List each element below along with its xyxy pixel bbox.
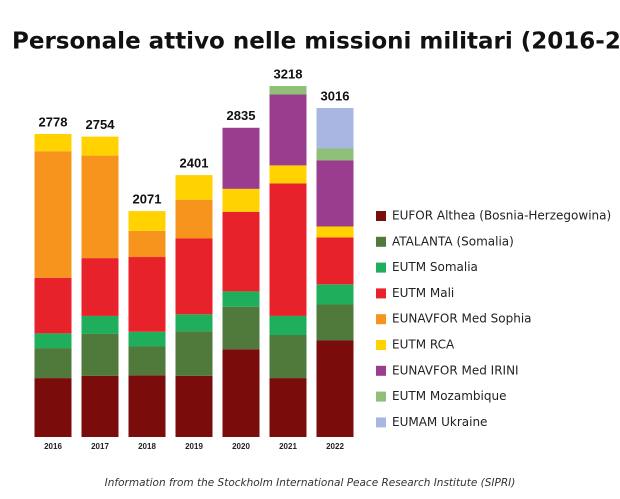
legend-swatch [376,314,386,325]
legend-swatch [376,236,386,247]
legend-label: EUTM Mali [392,286,454,300]
bar-segment [316,340,354,437]
x-tick-label: 2020 [232,442,250,451]
bar-segment [81,136,119,156]
bar-segment [222,211,260,292]
bar-segment [81,375,119,437]
source-note: Information from the Stockholm Internati… [105,477,516,489]
bar-segment [128,211,166,231]
legend-label: ATALANTA (Somalia) [392,234,514,248]
bar-segment [269,165,307,184]
bar-segment [175,375,213,437]
total-label: 2778 [39,114,68,129]
bar-segment [128,346,166,376]
x-tick-label: 2022 [326,442,344,451]
bar-segment [128,331,166,347]
bar-segment [175,175,213,200]
bar-segment [34,133,72,152]
bar-segment [269,94,307,166]
total-label: 2835 [227,108,256,123]
bar-segment [269,315,307,336]
x-tick-label: 2021 [279,442,297,451]
total-label: 3218 [274,66,303,81]
bar-segment [34,333,72,349]
bar-segment [222,127,260,189]
bar-segment [34,378,72,437]
bar-segment [81,333,119,376]
bar-segment [128,230,166,258]
bar-segment [81,155,119,259]
x-tick-label: 2017 [91,442,109,451]
chart-title: Personale attivo nelle missioni militari… [12,29,620,55]
bar-segment [34,277,72,334]
total-label: 3016 [321,88,350,103]
bar-segment [175,199,213,239]
bar-segment [222,188,260,212]
bar-segment [269,86,307,95]
bar-segment [222,291,260,307]
bar-segment [222,306,260,350]
total-label: 2401 [180,156,209,171]
legend-swatch [376,391,386,402]
legend-label: EUNAVFOR Med Sophia [392,312,532,326]
bar-segment [175,331,213,376]
bar-segment [316,237,354,285]
bar-segment [269,378,307,437]
bar-segment [316,304,354,341]
bar-segment [34,151,72,278]
legend-label: EUTM Mozambique [392,389,506,403]
bar-segment [316,148,354,161]
bar-segment [316,108,354,149]
legend-label: EUTM Somalia [392,260,478,274]
legend-label: EUNAVFOR Med IRINI [392,363,519,377]
bar-segment [316,226,354,238]
bar-segment [269,335,307,379]
bar-segment [316,160,354,227]
bar-segment [316,284,354,305]
x-tick-label: 2019 [185,442,203,451]
legend-swatch [376,340,386,350]
bar-segment [222,349,260,437]
total-label: 2071 [133,192,162,207]
legend-swatch [376,365,386,376]
legend-label: EUMAM Ukraine [392,415,487,429]
bar-segment [175,238,213,315]
x-tick-label: 2016 [44,442,62,451]
legend-swatch [376,288,386,299]
legend-label: EUTM RCA [392,338,455,352]
bar-segment [128,257,166,332]
bar-segment [269,183,307,316]
legend-swatch [376,262,386,273]
legend-swatch [376,417,386,428]
bar-segment [81,258,119,316]
legend-swatch [376,211,386,221]
total-label: 2754 [86,117,116,132]
bar-segment [81,315,119,334]
bar-segment [175,314,213,332]
legend-label: EUFOR Althea (Bosnia-Herzegowina) [392,209,611,223]
bar-segment [34,348,72,379]
bar-segment [128,375,166,437]
x-tick-label: 2018 [138,442,156,451]
